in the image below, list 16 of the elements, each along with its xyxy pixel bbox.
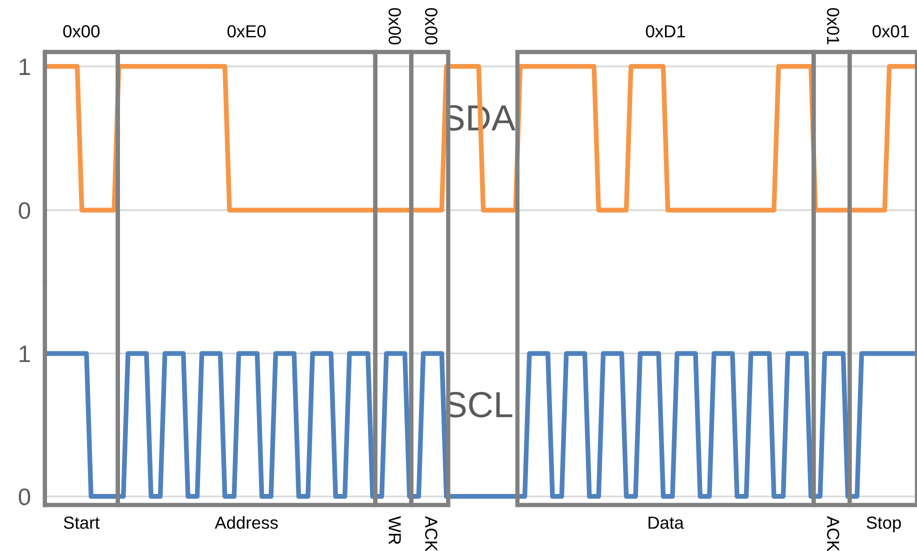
text: 0xE0: [227, 25, 266, 38]
text: 0x01: [872, 25, 909, 38]
text: 0x00: [388, 8, 401, 44]
text: 0x00: [425, 8, 438, 44]
text: Stop: [866, 516, 901, 532]
text: 0x00: [63, 25, 100, 38]
y-tick-label: 1: [20, 346, 30, 362]
text: 0xD1: [646, 25, 685, 38]
text: 0x01: [826, 8, 840, 44]
text: WR: [388, 516, 401, 544]
y-tick-label: 1: [20, 58, 30, 75]
text: Data: [648, 516, 684, 529]
text: Start: [64, 516, 100, 529]
text: Address: [214, 516, 278, 529]
y-tick-label: 0: [18, 488, 30, 506]
y-tick-label: 0: [18, 202, 30, 219]
